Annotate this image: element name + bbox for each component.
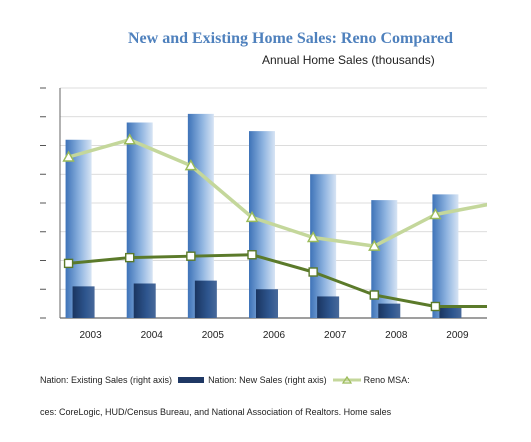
bar-new-sales bbox=[439, 306, 462, 318]
x-tick-label: 2004 bbox=[141, 330, 164, 341]
bar-new-sales bbox=[256, 289, 278, 318]
bar-new-sales bbox=[72, 286, 95, 318]
x-tick-label: 2008 bbox=[385, 330, 408, 341]
x-tick-label: 2003 bbox=[79, 330, 102, 341]
legend-swatch-reno-line bbox=[332, 375, 361, 384]
bar-new-sales bbox=[133, 283, 156, 318]
page-edge-mask bbox=[487, 0, 531, 442]
legend-item-reno: Reno MSA: bbox=[332, 375, 410, 385]
second-line-point bbox=[308, 267, 318, 277]
reno-point bbox=[245, 210, 259, 223]
second-line bbox=[68, 253, 488, 308]
legend-label-new: Nation: New Sales (right axis) bbox=[208, 375, 327, 385]
bar-new-sales bbox=[317, 296, 340, 318]
legend-item-new: Nation: New Sales (right axis) bbox=[178, 375, 327, 385]
bar-new-sales bbox=[378, 303, 401, 318]
reno-msa-line bbox=[68, 138, 489, 248]
second-line-point bbox=[247, 250, 257, 260]
x-tick-label: 2006 bbox=[263, 330, 286, 341]
reno-point bbox=[62, 150, 75, 162]
x-tick-label: 2005 bbox=[202, 330, 225, 341]
second-line-point bbox=[369, 290, 379, 300]
chart-subtitle: Annual Home Sales (thousands) bbox=[262, 53, 435, 67]
chart-legend: Nation: Existing Sales (right axis) Nati… bbox=[40, 375, 416, 385]
second-line-point bbox=[125, 252, 135, 263]
legend-label-reno: Reno MSA: bbox=[363, 375, 410, 385]
second-line-point bbox=[63, 258, 74, 269]
legend-item-existing: Nation: Existing Sales (right axis) bbox=[40, 375, 172, 385]
x-tick-label: 2007 bbox=[324, 330, 347, 341]
reno-point bbox=[123, 133, 136, 145]
second-line-point bbox=[186, 251, 196, 261]
reno-point bbox=[306, 231, 320, 243]
reno-point bbox=[429, 208, 442, 220]
reno-point bbox=[368, 239, 381, 251]
chart-title: New and Existing Home Sales: Reno Compar… bbox=[128, 30, 454, 47]
legend-swatch-new bbox=[178, 377, 205, 383]
bar-new-sales bbox=[194, 280, 217, 318]
source-note: ces: CoreLogic, HUD/Census Bureau, and N… bbox=[40, 407, 392, 417]
legend-label-existing: Nation: Existing Sales (right axis) bbox=[40, 375, 173, 385]
bar-existing-sales bbox=[371, 200, 398, 318]
bar-existing-sales bbox=[310, 174, 337, 318]
reno-point bbox=[184, 159, 198, 171]
x-tick-label: 2009 bbox=[446, 330, 469, 341]
second-line-point bbox=[430, 301, 441, 312]
